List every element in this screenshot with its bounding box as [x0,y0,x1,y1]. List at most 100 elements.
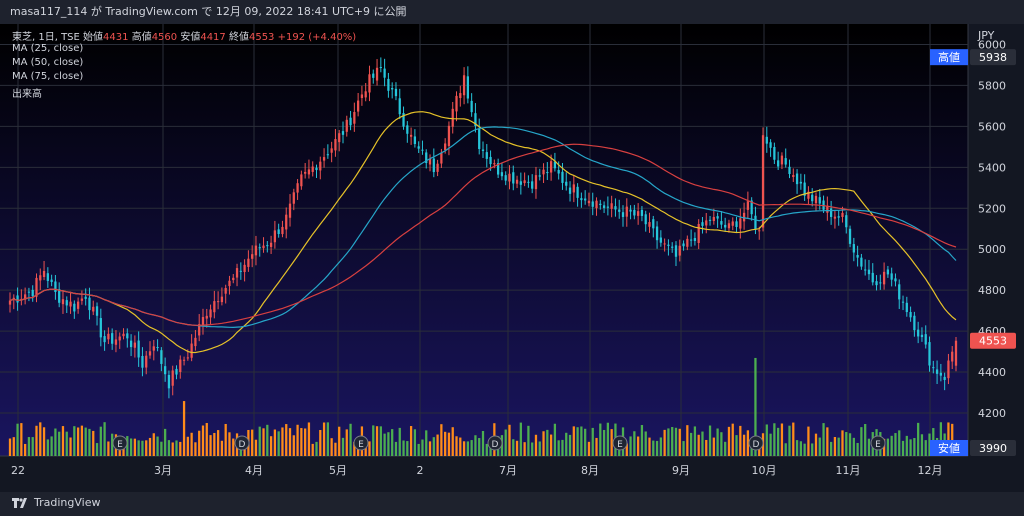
event-marker-circle [112,435,128,451]
volume-bar [841,430,844,456]
candle-body [894,278,897,282]
volume-bar [538,441,541,456]
legend-ma25[interactable]: MA (25, close) [12,43,84,54]
volume-bar [345,429,348,456]
volume-bar [671,427,674,456]
volume-bar [148,437,152,456]
volume-bar [606,422,610,456]
volume-bar [269,436,273,456]
volume-bar [375,426,379,456]
volume-bar [720,432,723,456]
volume-bar [515,440,519,456]
candle-body [334,139,337,151]
volume-bar [693,426,697,456]
candle-body [515,179,519,184]
candle-body [814,195,818,204]
candle-body [322,157,326,161]
tradingview-logo-icon [12,497,27,508]
y-tick-label: 5800 [978,79,1006,92]
candle-body [164,366,167,375]
volume-bar [663,429,666,456]
x-tick-label: 11月 [836,464,861,477]
candle-body [716,216,719,219]
candle-body [209,309,212,318]
candle-body [205,315,208,319]
volume-bar [152,433,155,456]
volume-bar [288,428,292,456]
volume-bar [769,433,772,456]
candle-body [462,75,466,96]
volume-bar [833,437,837,456]
volume-bar [455,436,458,456]
volume-bar [599,423,602,456]
candle-body [417,146,420,149]
volume-bar [860,427,863,456]
candle-body [394,88,398,97]
x-tick-label: 22 [11,464,25,477]
candle-body [712,216,715,222]
candle-body [731,221,734,226]
last-price-tag-value: 4553 [979,335,1007,348]
candle-body [156,347,159,349]
candle-body [954,340,958,366]
volume-bar [31,437,34,456]
legend-volume[interactable]: 出来高 [12,89,42,100]
volume-bar [591,427,594,456]
volume-bar [735,435,738,456]
candle-body [349,117,352,126]
volume-bar [886,438,890,456]
candle-body [84,296,87,299]
volume-bar [924,440,927,456]
volume-bar [920,434,924,456]
volume-bar [73,426,76,456]
y-tick-label: 5600 [978,120,1006,133]
candle-body [481,149,485,151]
candle-body [31,289,34,297]
volume-bar [519,422,522,456]
candle-body [254,245,258,256]
volume-bar [330,438,333,456]
volume-bar [258,426,261,456]
volume-bar [890,435,893,456]
volume-bar [625,443,628,456]
candle-body [103,336,106,343]
volume-bar [686,425,689,456]
high-tag-label: 高値 [938,50,960,64]
candle-body [326,154,329,156]
candle-body [674,245,678,257]
candle-body [913,315,916,331]
candle-body [500,172,504,177]
candle-body [542,169,545,175]
volume-bar [205,423,208,456]
candle-body [591,201,594,207]
candle-body [61,299,65,305]
candle-body [190,343,193,358]
candle-body [262,245,265,249]
candle-body [837,216,840,218]
volume-bar [557,440,560,456]
tradingview-brand[interactable]: TradingView [12,496,100,509]
legend-ma75[interactable]: MA (75, close) [12,71,84,82]
legend-ma50[interactable]: MA (50, close) [12,57,84,68]
candle-body [795,173,799,185]
volume-bar [273,429,277,456]
volume-bar [542,431,545,456]
candle-body [288,203,292,218]
candle-body [508,173,511,182]
volume-bar [84,427,87,456]
volume-bar [42,427,46,456]
candle-body [478,128,481,149]
candle-body [54,281,57,292]
volume-bar [213,432,216,456]
event-marker-label: E [617,440,623,450]
candle-body [750,200,753,215]
candle-body [939,372,942,376]
volume-bar [12,437,15,456]
volume-bar [576,427,579,456]
volume-bar [580,426,583,456]
volume-bar [689,432,693,456]
volume-bar [451,427,454,456]
volume-bar [504,429,507,456]
